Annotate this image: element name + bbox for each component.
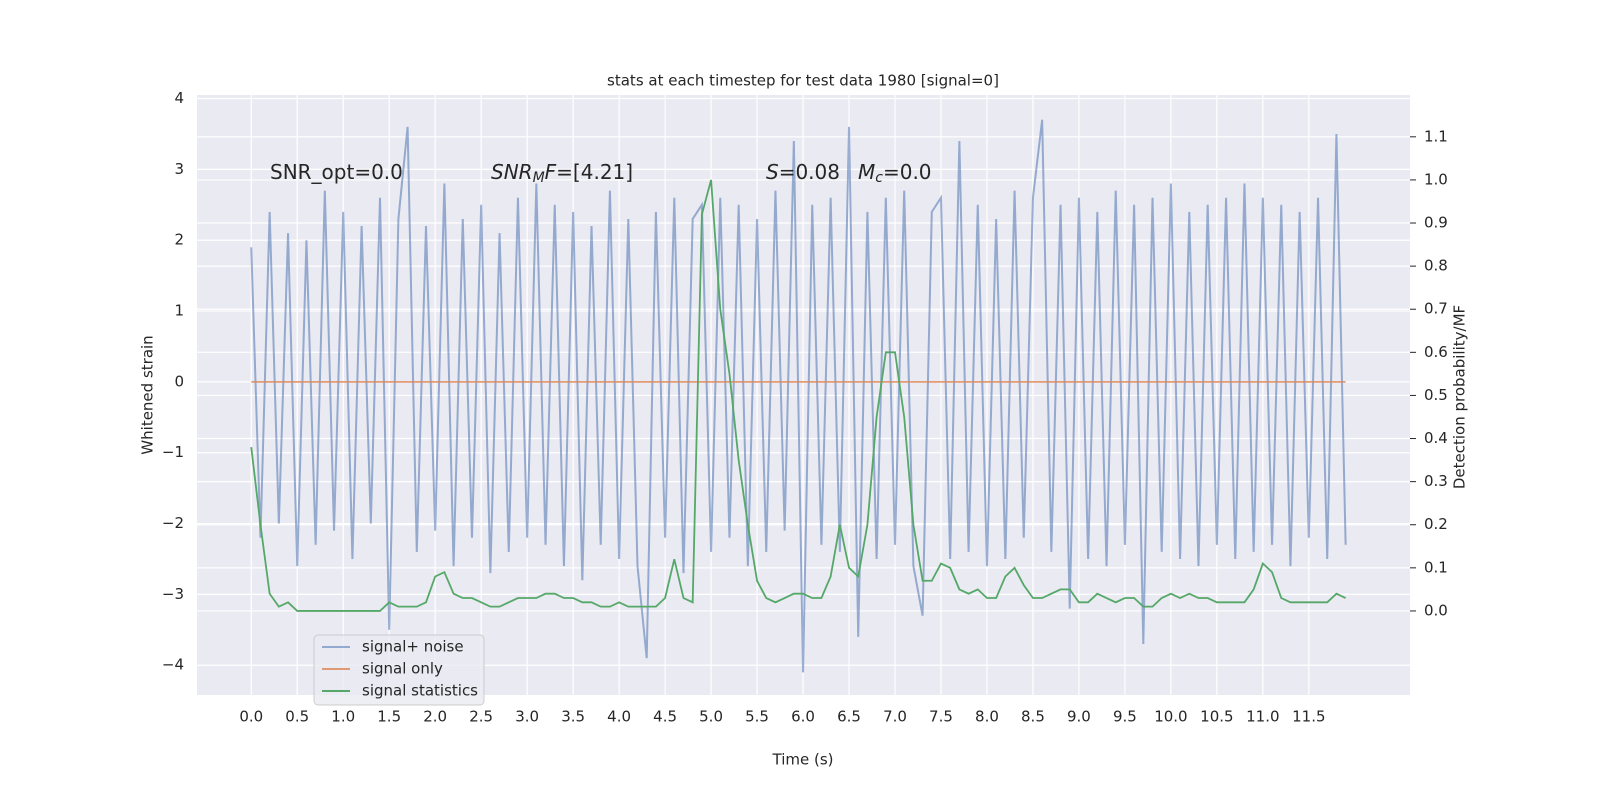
x-tick-label: 5.5: [745, 708, 769, 726]
y2-tick-label: 1.1: [1424, 127, 1448, 145]
annotation-part: SNR_opt=0.0: [270, 159, 403, 183]
y-tick-label: −2: [162, 514, 184, 532]
y2-tick-label: 1.0: [1424, 170, 1448, 188]
y-tick-label: 0: [174, 372, 184, 390]
legend-label: signal statistics: [362, 682, 478, 700]
y-axis-label: Whitened strain: [139, 335, 157, 454]
annotation-part: =0.0: [883, 159, 932, 183]
y2-tick-label: 0.9: [1424, 214, 1448, 232]
x-tick-label: 5.0: [699, 708, 723, 726]
x-tick-label: 7.5: [929, 708, 953, 726]
y-tick-label: 1: [174, 302, 184, 320]
legend-box: [313, 634, 485, 706]
y2-tick-label: 0.5: [1424, 386, 1448, 404]
x-tick-label: 4.5: [653, 708, 677, 726]
y2-tick-label: 0.4: [1424, 429, 1448, 447]
x-tick-label: 2.5: [469, 708, 493, 726]
y-tick-label: −1: [162, 443, 184, 461]
y2-axis-label: Detection probability/MF: [1451, 305, 1469, 489]
x-tick-label: 0.0: [239, 708, 263, 726]
y-tick-label: 2: [174, 231, 184, 249]
annotation: SNRMF=[4.21]: [491, 159, 633, 186]
annotation-part: M: [858, 159, 875, 183]
y2-tick-label: 0.0: [1424, 601, 1448, 619]
marks: [250, 119, 1347, 673]
y-tick-label: 4: [174, 89, 184, 107]
y-tick-label: −3: [162, 585, 184, 603]
chart-title: stats at each timestep for test data 198…: [607, 72, 999, 90]
annotation: Mc=0.0: [858, 159, 932, 186]
y2-tick-label: 0.2: [1424, 515, 1448, 533]
x-tick-label: 9.0: [1067, 708, 1091, 726]
y-tick-label: −4: [162, 656, 184, 674]
annotation-part: S: [766, 159, 779, 183]
annotation-part: c: [875, 170, 883, 186]
annotation: SNR_opt=0.0: [270, 159, 403, 183]
x-tick-label: 8.0: [975, 708, 999, 726]
x-tick-label: 6.5: [837, 708, 861, 726]
annotation-part: =[4.21]: [556, 159, 633, 183]
x-tick-label: 11.0: [1246, 708, 1279, 726]
x-tick-label: 10.5: [1200, 708, 1233, 726]
annotation-part: SNR: [491, 159, 533, 183]
x-tick-label: 11.5: [1292, 708, 1325, 726]
series-line: [250, 119, 1347, 673]
labels: 0.0 0.5 1.0 1.5 2.0 2.5 3.0 3.5 4.0 4.5 5.0 5.5 6.0 6…: [162, 89, 1448, 725]
legend-label: signal+ noise: [362, 638, 464, 656]
x-tick-label: 7.0: [883, 708, 907, 726]
legend-label: signal only: [362, 660, 443, 678]
annotation-part: M: [533, 170, 545, 186]
x-tick-label: 3.0: [515, 708, 539, 726]
annotation-part: =0.08: [779, 159, 840, 183]
y2-tick-label: 0.7: [1424, 300, 1448, 318]
x-tick-label: 6.0: [791, 708, 815, 726]
series-line: [250, 179, 1347, 612]
x-tick-label: 8.5: [1021, 708, 1045, 726]
x-tick-label: 1.0: [331, 708, 355, 726]
x-tick-label: 10.0: [1154, 708, 1187, 726]
x-tick-label: 9.5: [1113, 708, 1137, 726]
y-tick-label: 3: [174, 160, 184, 178]
x-tick-label: 4.0: [607, 708, 631, 726]
legend: signal+ noise signal only signal statistic…: [313, 634, 485, 706]
x-axis-label: Time (s): [772, 751, 834, 769]
y2-tick-label: 0.8: [1424, 257, 1448, 275]
x-tick-label: 1.5: [377, 708, 401, 726]
y2-tick-label: 0.6: [1424, 343, 1448, 361]
grid: [197, 95, 1410, 695]
x-tick-label: 3.5: [561, 708, 585, 726]
annotation: S=0.08: [766, 159, 840, 183]
y2-tick-label: 0.3: [1424, 472, 1448, 490]
x-tick-label: 0.5: [285, 708, 309, 726]
x-tick-label: 2.0: [423, 708, 447, 726]
y2-tick-label: 0.1: [1424, 558, 1448, 576]
annotation-part: F: [545, 159, 557, 183]
